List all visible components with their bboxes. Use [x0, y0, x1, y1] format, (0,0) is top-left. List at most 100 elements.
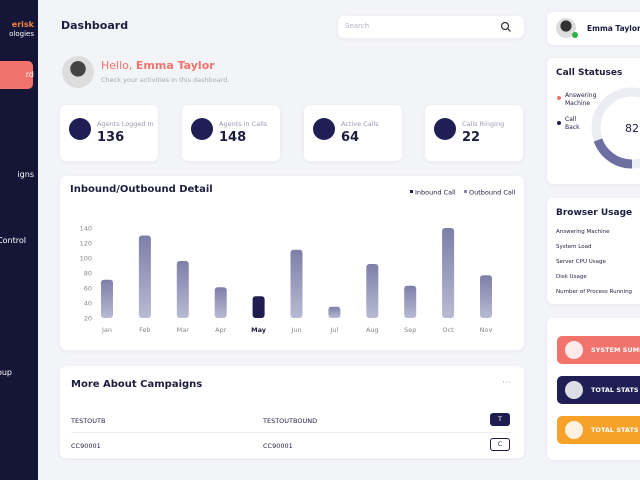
menu-item[interactable]: Control	[0, 236, 26, 245]
search-icon[interactable]	[500, 21, 512, 33]
x-tick-label: May	[251, 326, 267, 334]
x-tick-label: Aug	[366, 326, 379, 334]
more-icon[interactable]: ···	[502, 378, 511, 388]
avatar	[62, 56, 94, 88]
action-button[interactable]: SYSTEM SUMM	[557, 336, 640, 364]
legend-swatch	[410, 190, 413, 193]
cell: CC90001	[263, 442, 293, 450]
page-title: Dashboard	[61, 19, 129, 32]
y-tick-label: 40	[84, 300, 92, 308]
online-dot	[572, 32, 578, 38]
chart-card: Inbound/Outbound Detail Inbound Call Outb…	[60, 176, 524, 350]
bar	[138, 235, 151, 318]
active-menu[interactable]	[0, 61, 33, 89]
greeting-name: Emma Taylor	[135, 59, 215, 72]
stat-icon	[434, 118, 456, 140]
stat-value: 148	[219, 130, 247, 145]
user-card: Emma Taylor	[547, 12, 640, 45]
bar	[404, 285, 417, 318]
stat-label: Calls Ringing	[462, 120, 505, 128]
y-tick-label: 20	[84, 315, 92, 323]
search-box[interactable]: Search	[338, 16, 524, 38]
campaigns-title: More About Campaigns	[71, 379, 203, 390]
y-tick-label: 100	[80, 255, 92, 263]
cell: TESTOUTBOUND	[263, 417, 318, 425]
x-tick-label: Jun	[290, 326, 301, 334]
greeting-hello: Hello,	[101, 59, 133, 72]
legend-dot	[557, 121, 561, 125]
bar	[101, 279, 113, 318]
cell: TESTOUTB	[71, 417, 106, 425]
bar	[290, 249, 303, 318]
bar	[442, 228, 455, 318]
call-status-card: Call Statuses Answering Machine Call Bac…	[547, 58, 640, 184]
row-button[interactable]: C	[490, 438, 510, 451]
donut-center: 82	[625, 122, 639, 135]
stat-icon	[191, 118, 213, 140]
campaigns-card: More About Campaigns ··· TESTOUTB TESTOU…	[60, 366, 524, 458]
stat-icon	[69, 118, 91, 140]
x-tick-label: Apr	[215, 326, 227, 334]
stat-card: Calls Ringing 22	[425, 105, 523, 161]
x-tick-label: Mar	[177, 326, 190, 334]
menu-item[interactable]: igns	[17, 170, 34, 179]
y-tick-label: 120	[80, 240, 92, 248]
menu-item[interactable]: oup	[0, 368, 12, 377]
bar	[328, 306, 341, 318]
stat-icon	[313, 118, 335, 140]
x-tick-label: Oct	[442, 326, 454, 334]
action-label: TOTAL STATS F	[591, 426, 640, 434]
cell: CC90001	[71, 442, 101, 450]
legend-label: Call Back	[565, 116, 580, 131]
greeting: Hello, Emma Taylor	[101, 59, 215, 72]
y-tick-label: 60	[84, 285, 92, 293]
stat-value: 136	[97, 130, 125, 145]
usage-label: Server CPU Usage	[556, 259, 606, 265]
usage-label: Disk Usage	[556, 274, 587, 280]
x-tick-label: Nov	[480, 326, 493, 334]
card-title: Call Statuses	[556, 68, 623, 78]
x-tick-label: Sep	[404, 326, 416, 334]
x-tick-label: Jul	[329, 326, 338, 334]
action-label: SYSTEM SUMM	[591, 346, 640, 354]
chart: Inbound/Outbound Detail Inbound Call Outb…	[70, 184, 516, 334]
legend-label: Answering Machine	[565, 92, 597, 107]
stat-card: Agents Logged In 136	[60, 105, 158, 161]
stat-label: Active Calls	[341, 120, 379, 128]
stat-label: Agents Logged In	[97, 120, 154, 128]
user-avatar	[556, 18, 576, 38]
menu-item[interactable]: rd	[25, 70, 34, 79]
donut: 82	[591, 87, 640, 169]
action-label: TOTAL STATS F	[591, 386, 640, 394]
row-divider	[71, 432, 513, 433]
legend-label: Outbound Call	[469, 189, 516, 197]
usage-label: System Load	[556, 244, 592, 250]
bar	[214, 287, 227, 318]
card-title: Browser Usage	[556, 208, 633, 218]
bar	[176, 261, 189, 318]
brand: ologies	[9, 30, 34, 38]
x-tick-label: Feb	[139, 326, 151, 334]
browser-card: Browser Usage	[547, 198, 640, 304]
usage-label: Number of Process Running	[556, 289, 633, 295]
chart-title: Inbound/Outbound Detail	[70, 184, 213, 195]
user-name: Emma Taylor	[587, 24, 640, 33]
y-tick-label: 140	[80, 225, 92, 233]
stat-value: 22	[462, 130, 481, 145]
legend-dot	[557, 96, 561, 100]
row-button[interactable]: T	[490, 413, 510, 426]
x-tick-label: Jan	[101, 326, 112, 334]
stat-card: Active Calls 64	[304, 105, 402, 161]
y-tick-label: 80	[84, 270, 92, 278]
stat-card: Agents in Calls 148	[182, 105, 280, 161]
bar	[366, 264, 379, 318]
usage-label: Answering Machine	[556, 229, 610, 235]
stat-value: 64	[341, 130, 360, 145]
search-placeholder: Search	[345, 22, 370, 30]
sidebar: erisk ologies rd igns Control oup	[0, 0, 38, 480]
action-button[interactable]: TOTAL STATS F	[557, 376, 640, 404]
bar	[252, 296, 265, 318]
stat-label: Agents in Calls	[219, 120, 268, 128]
action-button[interactable]: TOTAL STATS F	[557, 416, 640, 444]
